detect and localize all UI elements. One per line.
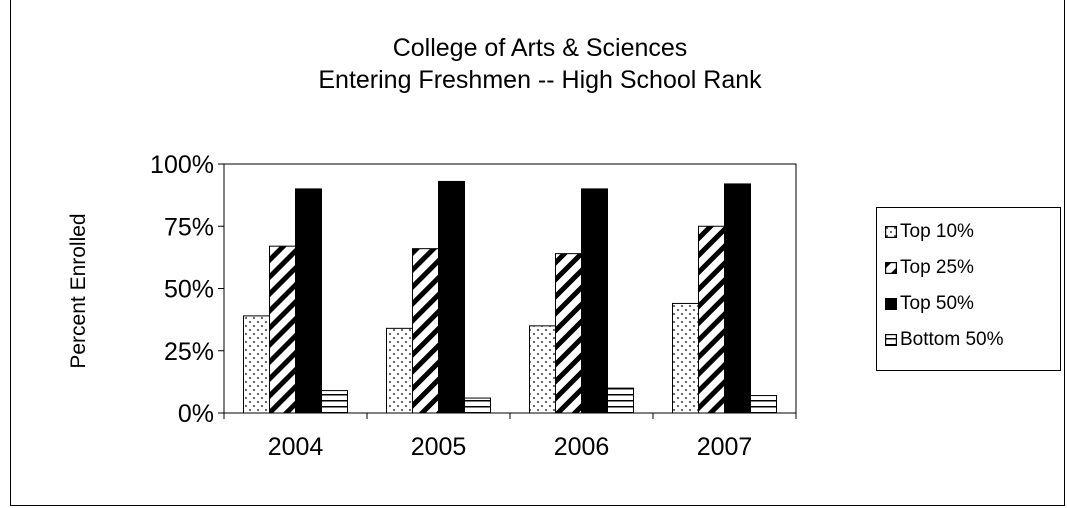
bar-top-25-2006 [555,253,582,414]
chart-title: College of Arts & Sciences [392,34,688,62]
bar-top-10-2007 [672,302,699,414]
y-axis-label: Percent Enrolled [67,213,90,368]
y-tick-label: 0% [178,400,214,428]
bar-top-10-2005 [386,327,413,414]
legend: Top 10% Top 25% Top 50% Bottom 50% [876,207,1061,371]
y-tick-label: 75% [164,213,214,241]
legend-label: Top 10% [900,221,974,242]
bar-bottom-50-2006 [607,387,634,414]
y-tick-label: 50% [164,276,214,304]
y-tick-label: 25% [164,338,214,366]
legend-item: Top 25% [885,256,974,280]
bar-bottom-50-2005 [464,397,491,414]
legend-label: Top 25% [900,257,974,278]
bar-top-25-2007 [698,225,725,414]
bar-bottom-50-2004 [321,390,348,414]
bar-top-25-2004 [269,245,296,414]
x-tick-label: 2006 [554,433,610,461]
x-tick-label: 2004 [268,433,324,461]
bar-bottom-50-2007 [750,395,777,414]
bar-top-10-2006 [529,325,556,414]
y-axis: 0% 25% 50% 75% 100% [150,151,224,428]
chart-subtitle: Entering Freshmen -- High School Rank [318,66,762,94]
bars [243,180,777,414]
legend-item: Top 10% [885,220,974,244]
legend-swatch [885,298,897,310]
bar-top-50-2007 [724,183,751,414]
legend-swatch [885,334,897,346]
legend-swatch [885,262,897,274]
chart-title-block: College of Arts & Sciences Entering Fres… [100,32,980,96]
x-axis: 2004 2005 2006 2007 [223,413,797,461]
legend-item: Top 50% [885,292,974,316]
x-tick-label: 2007 [697,433,753,461]
x-tick-label: 2005 [411,433,467,461]
bar-top-50-2004 [295,188,322,414]
legend-label: Bottom 50% [900,329,1004,350]
bar-top-50-2005 [438,180,465,414]
legend-swatch [885,226,897,238]
bar-top-10-2004 [243,315,270,414]
bar-top-25-2005 [412,248,439,414]
bar-top-50-2006 [581,188,608,414]
legend-label: Top 50% [900,293,974,314]
y-tick-label: 100% [150,151,214,179]
legend-item: Bottom 50% [885,328,1004,352]
